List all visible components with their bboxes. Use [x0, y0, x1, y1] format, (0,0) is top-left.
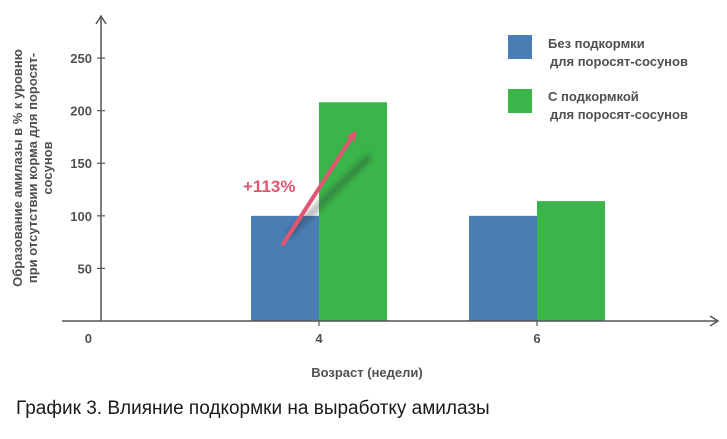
annotation-arrow-shadow [286, 154, 372, 238]
y-tick-label-250: 250 [70, 51, 92, 66]
y-tick-label-150: 150 [70, 156, 92, 171]
x-axis-title: Возраст (недели) [311, 365, 422, 380]
legend-swatch-2 [508, 89, 532, 113]
y-axis-title-line-2: при отсутствии корма для поросят- [25, 53, 40, 283]
x-tick-label-6: 6 [533, 331, 540, 346]
legend-label-2-line-1: С подкормкой [548, 89, 639, 104]
x-tick-label-4: 4 [315, 331, 323, 346]
bar-series-1-category-6 [469, 215, 537, 321]
bar-series-2-category-6 [537, 201, 605, 321]
x-axis-arrow [709, 315, 720, 327]
y-axis-arrow [95, 14, 107, 25]
y-axis-title-line-3: сосунов [40, 141, 55, 194]
annotation-arrow [281, 130, 357, 246]
annotation-label: +113% [243, 177, 295, 196]
legend-label-1-line-1: Без подкормки [548, 36, 645, 51]
annotation-layer: +113% [243, 130, 372, 246]
y-tick-label-100: 100 [70, 209, 92, 224]
figure-caption: График 3. Влияние подкормки на выработку… [16, 398, 490, 419]
bar-series-1-category-4 [251, 215, 319, 321]
y-tick-label-0: 0 [85, 331, 92, 346]
axes-layer [62, 14, 720, 327]
y-axis-title-line-1: Образование амилазы в % к уровню [10, 49, 25, 287]
y-tick-label-200: 200 [70, 104, 92, 119]
axis-titles: Возраст (недели) Образование амилазы в % … [10, 49, 423, 380]
ticks-layer: 0 50 100 150 200 250 4 6 [70, 51, 540, 346]
legend-swatch-1 [508, 35, 532, 59]
legend-label-2-line-2: для поросят-сосунов [550, 107, 688, 122]
legend: Без подкормки для поросят-сосунов С подкор… [508, 35, 688, 122]
y-tick-label-50: 50 [78, 261, 92, 276]
legend-label-1-line-2: для поросят-сосунов [550, 54, 688, 69]
